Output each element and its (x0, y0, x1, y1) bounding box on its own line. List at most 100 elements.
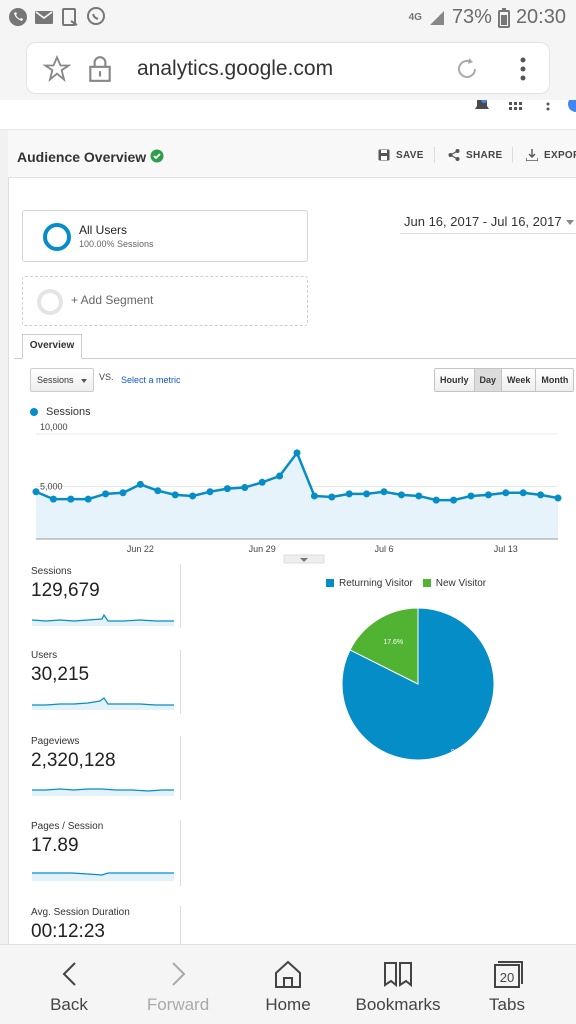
data-point (450, 496, 458, 504)
data-point (293, 449, 301, 457)
data-point (258, 478, 266, 486)
bookmarks-button[interactable]: Bookmarks (343, 945, 453, 1024)
data-point (537, 491, 545, 499)
avatar[interactable] (568, 100, 576, 112)
data-point (397, 491, 405, 499)
legend-swatch (326, 579, 334, 587)
data-point (206, 488, 214, 496)
legend-swatch (422, 579, 431, 587)
x-tick-label: Jul 6 (374, 544, 393, 554)
reload-icon[interactable] (453, 55, 481, 83)
data-point (380, 488, 388, 496)
page-title: Audience Overview (17, 149, 147, 165)
metric-pageviews[interactable]: Pageviews 2,320,128 (30, 736, 182, 826)
data-point (241, 484, 249, 492)
notifications-icon[interactable] (474, 100, 490, 112)
divider (180, 650, 181, 714)
chevron-down-icon (566, 220, 574, 225)
message-icon (62, 8, 78, 26)
phone-icon (9, 8, 27, 26)
legend-new: New Visitor (422, 578, 486, 589)
data-point (223, 485, 231, 493)
mail-icon (35, 11, 53, 24)
forward-button[interactable]: Forward (123, 945, 233, 1024)
metric-pages-per-session[interactable]: Pages / Session 17.89 (30, 821, 182, 911)
browser-menu-icon[interactable] (519, 57, 527, 81)
legend-label: Returning Visitor (339, 578, 413, 589)
sparkline (32, 613, 174, 626)
home-button[interactable]: Home (233, 945, 343, 1024)
day-button[interactable]: Day (473, 369, 502, 391)
metric-name: Avg. Session Duration (31, 907, 130, 918)
metric-name: Pageviews (31, 736, 80, 747)
data-point (84, 495, 92, 503)
report-panel: Audience Overview SAVE SHARE EXPORT All … (0, 130, 576, 944)
data-point (67, 495, 75, 503)
home-icon (275, 960, 301, 988)
segment-ring-icon (43, 223, 71, 251)
x-tick-label: Jul 13 (494, 544, 518, 554)
week-button[interactable]: Week (501, 369, 536, 391)
data-point (484, 491, 492, 499)
segment-all-users[interactable]: All Users 100.00% Sessions (22, 210, 308, 262)
metric-dropdown[interactable]: Sessions (30, 368, 94, 392)
metric-users[interactable]: Users 30,215 (30, 650, 182, 740)
select-metric-link[interactable]: Select a metric (121, 375, 181, 385)
tabs-button[interactable]: 20 Tabs (452, 945, 562, 1024)
pie-legend: Returning Visitor New Visitor (326, 578, 486, 589)
tabs-icon: 20 (494, 961, 523, 988)
legend-swatch (30, 408, 38, 416)
month-button[interactable]: Month (535, 369, 574, 391)
pie-slice (341, 607, 495, 760)
vs-label: VS. (99, 372, 114, 382)
browser-bottom-nav: Back Forward Home Bookmarks 20 Tabs (0, 944, 576, 1024)
bookmarks-icon (384, 962, 412, 988)
sparkline (32, 872, 174, 881)
data-point (328, 493, 336, 501)
sparkline (32, 788, 174, 796)
clock: 20:30 (515, 6, 566, 28)
data-point (102, 490, 110, 498)
add-segment-button[interactable]: + Add Segment (22, 276, 308, 326)
slice-label: 82.4% (451, 749, 471, 756)
tabs-label: Tabs (489, 995, 525, 1014)
tab-overview[interactable]: Overview (22, 334, 82, 359)
signal-icon (429, 10, 444, 25)
viber-icon (87, 7, 105, 25)
divider (512, 147, 513, 163)
metric-name: Users (31, 650, 58, 661)
divider (180, 820, 181, 886)
url-text[interactable]: analytics.google.com (137, 57, 334, 80)
hourly-button[interactable]: Hourly (435, 369, 474, 391)
save-button[interactable]: SAVE (378, 149, 424, 161)
metric-sessions[interactable]: Sessions 129,679 (30, 566, 182, 656)
divider (180, 736, 181, 800)
share-button[interactable]: SHARE (448, 149, 503, 161)
chevron-down-icon (81, 379, 87, 383)
network-type: 4G (408, 11, 422, 23)
address-bar[interactable]: analytics.google.com (26, 42, 550, 94)
data-point (189, 492, 197, 500)
bookmarks-label: Bookmarks (355, 995, 441, 1014)
data-point (415, 492, 423, 500)
data-point (502, 489, 510, 497)
bookmark-star-icon[interactable] (43, 55, 71, 83)
data-point (154, 487, 162, 495)
data-point (519, 489, 527, 497)
tab-divider (14, 358, 576, 359)
date-range-picker[interactable]: Jun 16, 2017 - Jul 16, 2017 (400, 212, 576, 234)
metric-avg-session-duration[interactable]: Avg. Session Duration 00:12:23 (30, 907, 182, 944)
back-button[interactable]: Back (14, 945, 124, 1024)
export-button[interactable]: EXPORT (526, 149, 576, 161)
metric-value: 17.89 (31, 835, 79, 856)
data-point (49, 495, 57, 503)
pie-slice (349, 607, 419, 685)
ga-top-bar (0, 100, 576, 130)
metric-dropdown-value: Sessions (37, 375, 74, 385)
apps-grid-icon[interactable] (509, 102, 523, 112)
data-point (310, 492, 318, 500)
more-options-icon[interactable] (545, 102, 551, 112)
y-tick-label: 5,000 (40, 482, 63, 492)
empty-segment-ring-icon (37, 289, 63, 315)
notification-icons (8, 7, 106, 27)
